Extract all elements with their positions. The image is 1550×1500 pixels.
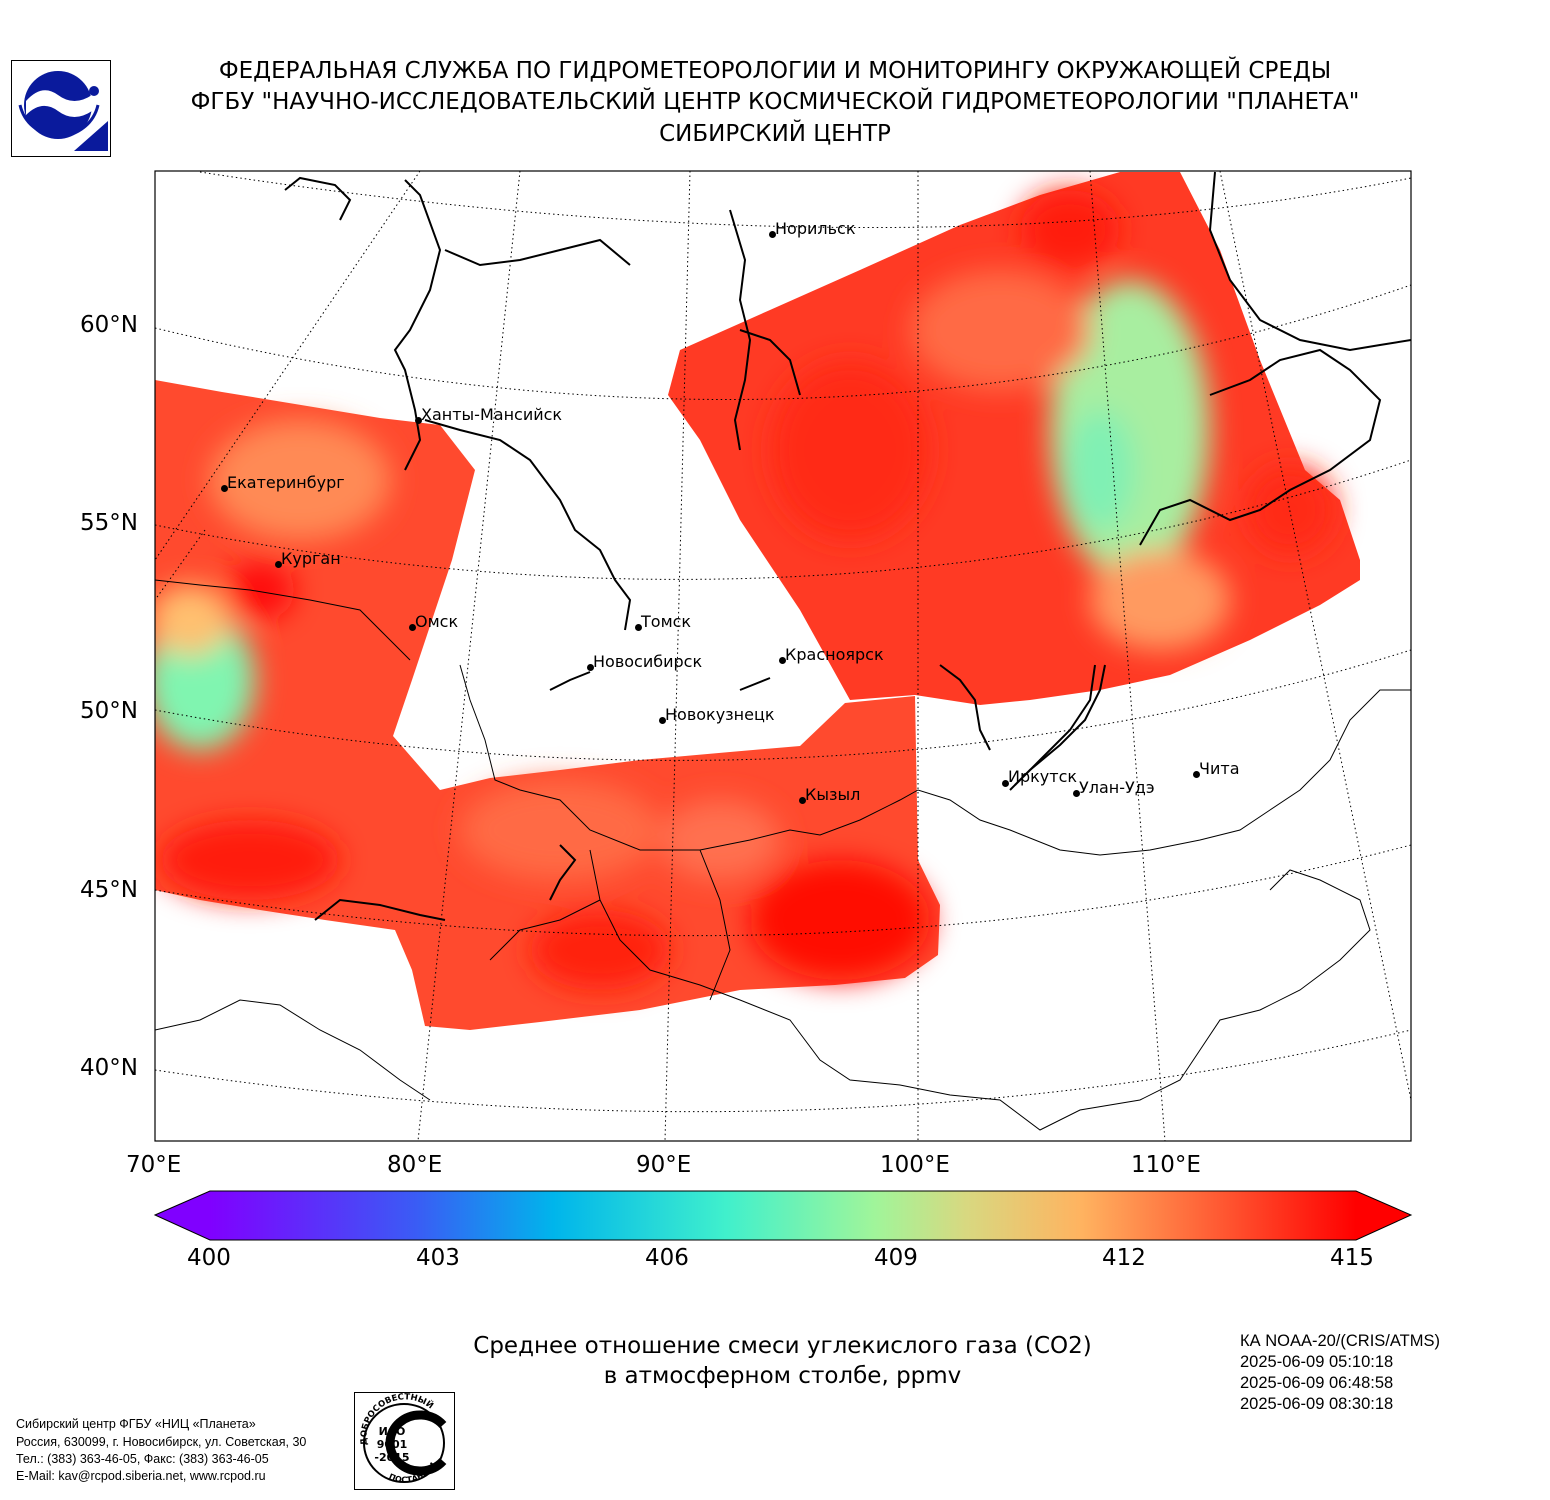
latitude-lines xyxy=(155,171,1411,1113)
lon-label-80: 80°E xyxy=(387,1152,443,1178)
contact-line-1: Сибирский центр ФГБУ «НИЦ «Планета» xyxy=(16,1417,256,1431)
lat-label-45: 45°N xyxy=(80,877,138,903)
city-marker xyxy=(779,657,786,664)
city-label-tomsk: Томск xyxy=(641,612,692,631)
colorbar-tick-415: 415 xyxy=(1330,1245,1374,1271)
colorbar-tick-409: 409 xyxy=(874,1245,918,1271)
city-marker xyxy=(275,561,282,568)
lat-label-55: 55°N xyxy=(80,510,138,536)
header-line-3: СИБИРСКИЙ ЦЕНТР xyxy=(659,121,891,147)
lon-label-110: 110°E xyxy=(1131,1152,1201,1178)
lon-label-70: 70°E xyxy=(126,1152,182,1178)
iso-9001-badge: ДОБРОСОВЕСТНЫЙ ПОСТАВЩИК ИСО 9001 -2015 xyxy=(352,1386,455,1490)
city-label-norilsk: Норильск xyxy=(775,219,856,238)
lat-label-40: 40°N xyxy=(80,1055,138,1081)
city-label-chita: Чита xyxy=(1199,759,1240,778)
colorbar xyxy=(153,1190,1413,1241)
city-label-khanty-mansiysk: Ханты-Мансийск xyxy=(421,405,563,424)
city-marker xyxy=(587,664,594,671)
header-line-2: ФГБУ "НАУЧНО-ИССЛЕДОВАТЕЛЬСКИЙ ЦЕНТР КОС… xyxy=(190,89,1360,115)
colorbar-tick-406: 406 xyxy=(645,1245,689,1271)
city-marker xyxy=(659,717,666,724)
city-label-ulan-ude: Улан-Удэ xyxy=(1079,778,1155,797)
city-label-omsk: Омск xyxy=(415,612,459,631)
city-marker xyxy=(1193,771,1200,778)
planeta-logo xyxy=(11,60,111,157)
city-label-kyzyl: Кызыл xyxy=(805,785,861,804)
city-marker xyxy=(415,417,422,424)
lat-label-50: 50°N xyxy=(80,698,138,724)
city-label-novokuznetsk: Новокузнецк xyxy=(665,705,775,724)
city-marker xyxy=(769,231,776,238)
city-label-krasnoyarsk: Красноярск xyxy=(785,645,884,664)
iso-center-3: -2015 xyxy=(374,1451,409,1464)
city-marker xyxy=(635,624,642,631)
map-area xyxy=(155,171,1411,1141)
colorbar-tick-412: 412 xyxy=(1102,1245,1146,1271)
city-label-irkutsk: Иркутск xyxy=(1008,767,1078,786)
satellite-pass-3: 2025-06-09 08:30:18 xyxy=(1240,1395,1394,1413)
satellite-name: КА NOAA-20/(CRIS/ATMS) xyxy=(1240,1332,1440,1350)
city-label-novosibirsk: Новосибирск xyxy=(593,652,703,671)
caption-line-2: в атмосферном столбе, ppmv xyxy=(603,1363,962,1389)
city-marker xyxy=(409,624,416,631)
lat-label-60: 60°N xyxy=(80,312,138,338)
colorbar-tick-400: 400 xyxy=(187,1245,231,1271)
rivers-and-coast xyxy=(284,171,1411,921)
satellite-pass-2: 2025-06-09 06:48:58 xyxy=(1240,1374,1394,1392)
colorbar-tick-403: 403 xyxy=(416,1245,460,1271)
satellite-pass-1: 2025-06-09 05:10:18 xyxy=(1240,1353,1394,1371)
city-label-yekaterinburg: Екатеринбург xyxy=(227,473,345,492)
caption-line-1: Среднее отношение смеси углекислого газа… xyxy=(473,1333,1092,1359)
contact-line-3: Тел.: (383) 363-46-05, Факс: (383) 363-4… xyxy=(16,1452,269,1466)
country-borders xyxy=(155,579,1411,1131)
header-line-1: ФЕДЕРАЛЬНАЯ СЛУЖБА ПО ГИДРОМЕТЕОРОЛОГИИ … xyxy=(218,58,1332,84)
city-marker xyxy=(1002,780,1009,787)
map-frame xyxy=(154,170,1412,1142)
contact-line-2: Россия, 630099, г. Новосибирск, ул. Сове… xyxy=(16,1435,307,1449)
city-label-kurgan: Курган xyxy=(281,549,341,568)
lon-label-100: 100°E xyxy=(880,1152,950,1178)
iso-center-2: 9001 xyxy=(377,1438,408,1451)
lon-label-90: 90°E xyxy=(636,1152,692,1178)
city-marker xyxy=(1073,790,1080,797)
city-marker xyxy=(221,485,228,492)
iso-center-1: ИСО xyxy=(379,1425,406,1438)
co2-field-variations xyxy=(155,190,1335,990)
contact-line-4: E-Mail: kav@rcpod.siberia.net, www.rcpod… xyxy=(16,1469,266,1483)
city-marker xyxy=(799,797,806,804)
longitude-lines xyxy=(155,171,1411,1141)
